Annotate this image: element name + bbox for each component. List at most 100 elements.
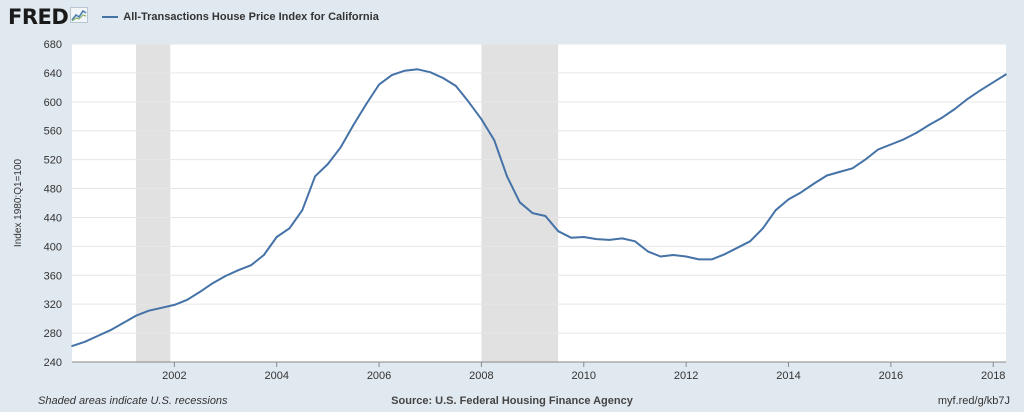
data-point: [646, 250, 649, 253]
data-point: [506, 175, 508, 178]
data-point: [199, 291, 201, 293]
data-point: [263, 254, 265, 256]
data-point: [864, 158, 867, 161]
data-point: [467, 101, 470, 103]
data-point: [71, 345, 73, 347]
data-point: [173, 304, 176, 306]
data-point: [250, 264, 252, 266]
data-point: [455, 85, 457, 87]
data-point: [109, 329, 112, 332]
y-tick-label: 360: [44, 270, 62, 282]
data-point: [314, 175, 316, 178]
data-point: [698, 258, 700, 261]
data-point: [160, 306, 163, 309]
data-point: [723, 253, 726, 256]
data-point: [186, 299, 188, 301]
series-line: [71, 68, 1007, 348]
data-point: [941, 116, 943, 119]
x-tick-label: 2018: [981, 370, 1005, 382]
data-point: [224, 275, 227, 277]
x-tick-label: 2008: [469, 370, 493, 382]
y-tick-label: 600: [44, 97, 62, 109]
data-point: [1005, 73, 1007, 76]
data-point: [416, 68, 419, 71]
data-point: [147, 309, 150, 312]
data-point: [621, 237, 623, 240]
data-point: [480, 118, 483, 120]
x-tick-label: 2004: [264, 370, 288, 382]
data-point: [352, 124, 355, 126]
data-point: [365, 103, 368, 105]
data-point: [237, 269, 240, 272]
data-point: [915, 132, 918, 134]
data-point: [838, 171, 841, 173]
y-tick-label: 520: [44, 155, 62, 167]
y-tick-label: 280: [44, 328, 62, 340]
data-point: [570, 236, 572, 239]
chart-footer: Shaded areas indicate U.S. recessions So…: [0, 393, 1024, 409]
data-point: [83, 340, 86, 343]
data-point: [710, 258, 713, 261]
data-point: [135, 314, 137, 317]
data-point: [826, 174, 828, 177]
y-tick-label: 560: [44, 126, 62, 138]
data-point: [800, 191, 803, 193]
y-tick-label: 240: [44, 357, 62, 369]
data-point: [557, 230, 559, 232]
y-tick-label: 400: [44, 241, 62, 253]
chart-header: FRED All-Transactions House Price Index …: [8, 3, 379, 31]
data-point: [762, 227, 764, 230]
y-axis-title: Index 1980:Q1=100: [13, 159, 24, 248]
x-tick-label: 2010: [572, 370, 596, 382]
data-point: [327, 163, 329, 165]
data-point: [442, 77, 444, 79]
short-link[interactable]: myf.red/g/kb7J: [937, 395, 1010, 407]
legend-label: All-Transactions House Price Index for C…: [123, 11, 379, 23]
fred-logo[interactable]: FRED: [8, 5, 69, 29]
data-point: [544, 215, 547, 217]
data-point: [211, 282, 214, 285]
data-point: [902, 138, 905, 141]
y-tick-label: 680: [44, 39, 62, 51]
data-point: [339, 146, 342, 149]
data-point: [403, 69, 406, 72]
data-point: [966, 98, 969, 100]
x-tick-label: 2002: [162, 370, 186, 382]
data-point: [659, 255, 662, 258]
data-point: [288, 227, 291, 230]
data-point: [992, 81, 995, 84]
x-tick-label: 2016: [879, 370, 903, 382]
y-tick-label: 440: [44, 212, 62, 224]
y-tick-label: 480: [44, 184, 62, 196]
data-point: [774, 209, 777, 212]
data-point: [736, 247, 739, 249]
data-point: [519, 201, 521, 204]
data-point: [877, 148, 879, 151]
data-point: [928, 124, 931, 126]
data-point: [582, 236, 585, 238]
data-point: [595, 238, 598, 240]
data-point: [378, 83, 380, 86]
data-point: [429, 71, 432, 73]
x-tick-label: 2014: [776, 370, 800, 382]
data-point: [685, 255, 687, 258]
line-chart-icon: [70, 6, 89, 28]
data-point: [275, 236, 278, 238]
data-point: [787, 198, 790, 201]
data-point: [954, 108, 956, 110]
y-tick-label: 640: [44, 68, 62, 80]
source-text: Source: U.S. Federal Housing Finance Age…: [391, 395, 633, 407]
y-tick-label: 320: [44, 299, 62, 311]
data-point: [634, 240, 636, 243]
legend: All-Transactions House Price Index for C…: [102, 11, 379, 23]
data-point: [749, 240, 751, 243]
data-point: [531, 212, 534, 214]
x-tick-label: 2012: [674, 370, 698, 382]
data-point: [813, 182, 815, 185]
x-tick-label: 2006: [367, 370, 391, 382]
data-point: [493, 139, 496, 141]
data-point: [890, 143, 892, 146]
data-point: [608, 239, 611, 241]
data-point: [122, 322, 124, 324]
